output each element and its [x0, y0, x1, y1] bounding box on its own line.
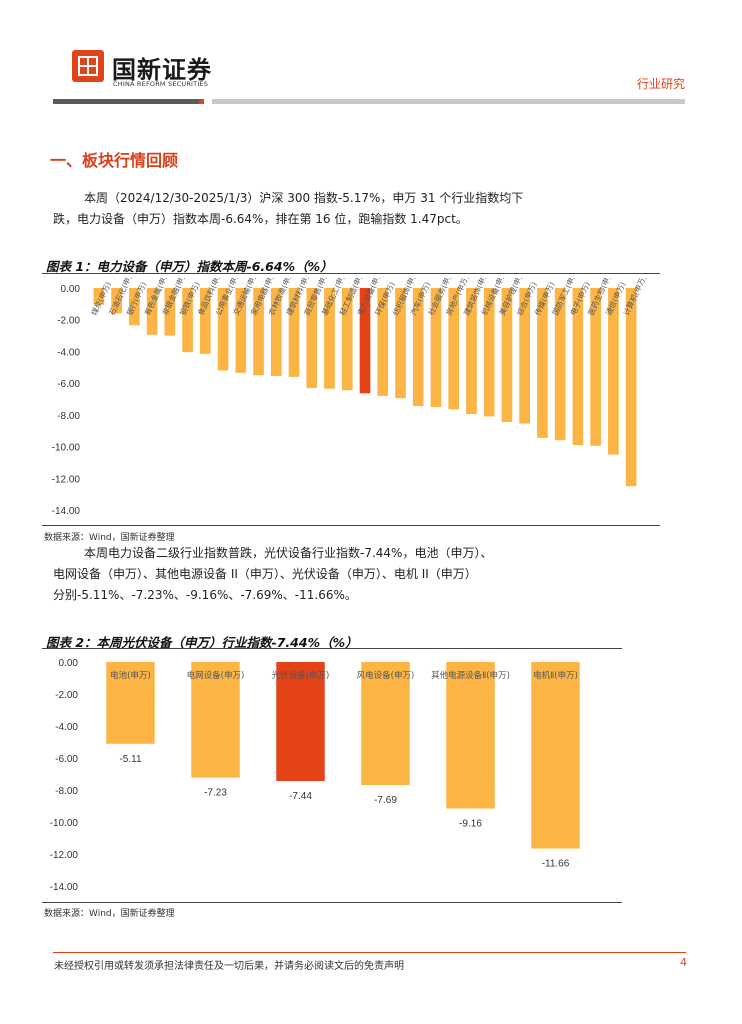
figure-2-bottom-rule [42, 902, 622, 903]
data-label: -9.16 [459, 819, 482, 830]
bar [446, 662, 495, 809]
bar [531, 662, 580, 849]
bar [200, 288, 211, 354]
y-tick-label: -10.00 [50, 818, 79, 829]
bar [93, 288, 105, 305]
y-tick-label: -12.00 [50, 850, 79, 861]
y-tick-label: -8.00 [55, 786, 78, 797]
paragraph-2-line-2: 电网设备（申万）、其他电源设备 II（申万）、光伏设备（申万）、电机 II（申万… [53, 567, 477, 581]
bar [182, 288, 193, 353]
paragraph-1-line-2: 跌，电力设备（申万）指数本周-6.64%，排在第 16 位，跑输指数 1.47p… [53, 212, 468, 226]
bar [288, 288, 300, 377]
bar [111, 288, 122, 314]
logo-english: CHINA REFORM SECURITIES [113, 80, 209, 88]
header-divider-accent [199, 99, 204, 104]
y-tick-label: -4.00 [55, 722, 78, 733]
page-number: 4 [680, 956, 687, 969]
logo-icon [72, 50, 104, 82]
bar [590, 288, 601, 446]
bar [361, 662, 410, 786]
bar [395, 288, 406, 399]
bar [359, 288, 371, 394]
bar [572, 288, 584, 445]
y-tick-label: -14.00 [50, 882, 79, 893]
y-tick-label: -6.00 [55, 754, 78, 765]
y-tick-label: -2.00 [57, 316, 80, 327]
bar [217, 288, 229, 371]
data-label: -7.69 [374, 795, 397, 806]
bar [191, 662, 240, 778]
bar [253, 288, 264, 376]
figure-2-source: 数据来源：Wind，国新证券整理 [44, 909, 175, 919]
bar [537, 288, 548, 438]
category-label: 电池(申万) [110, 670, 151, 681]
bar [324, 288, 335, 389]
category-label: 电机Ⅱ(申万) [533, 670, 578, 681]
y-tick-label: -8.00 [57, 411, 80, 422]
figure-1-bottom-rule [42, 525, 660, 526]
y-tick-label: -12.00 [52, 474, 81, 485]
bar [483, 288, 495, 417]
y-tick-label: -4.00 [57, 347, 80, 358]
bar [519, 288, 530, 424]
report-type-label: 行业研究 [637, 77, 686, 91]
data-label: -7.23 [204, 788, 227, 799]
figure-1-top-rule [42, 273, 660, 274]
bar [412, 288, 424, 407]
bar [501, 288, 513, 422]
bar [164, 288, 176, 336]
bar [608, 288, 619, 455]
header-divider-light [212, 99, 685, 104]
y-tick-label: 0.00 [61, 284, 81, 295]
sub-industry-bar-chart: 0.00 -2.00 -4.00 -6.00 -8.00 -10.00 -12.00 -14.… [50, 658, 580, 893]
bar [554, 288, 566, 441]
bar [129, 288, 140, 326]
data-label: -7.44 [289, 791, 312, 802]
paragraph-2-line-3: 分别-5.11%、-7.23%、-9.16%、-7.69%、-11.66%。 [53, 588, 357, 602]
bar [276, 662, 325, 782]
paragraph-1-line-1: 本周（2024/12/30-2025/1/3）沪深 300 指数-5.17%，申… [84, 191, 524, 205]
y-tick-label: -10.00 [52, 443, 81, 454]
bar [235, 288, 247, 373]
bar [377, 288, 389, 396]
category-label: 风电设备(申万) [357, 670, 415, 681]
category-label: 光伏设备(申万) [272, 670, 330, 681]
footer-rule [53, 952, 686, 953]
paragraph-2-line-1: 本周电力设备二级行业指数普跌，光伏设备行业指数-7.44%，电池（申万）、 [84, 546, 493, 560]
bar [306, 288, 318, 388]
industry-index-bar-chart: 0.00 -2.00 -4.00 -6.00 -8.00 -10.00 -12.00 -14.… [52, 278, 649, 517]
data-label: -5.11 [119, 754, 141, 765]
section-title: 一、板块行情回顾 [50, 151, 179, 170]
figure-2-title: 图表 2：本周光伏设备（申万）行业指数-7.44%（%） [46, 635, 358, 650]
category-label: 其他电源设备Ⅱ(申万) [431, 670, 510, 681]
bar [341, 288, 353, 391]
footer-disclaimer: 未经授权引用或转发须承担法律责任及一切后果，并请务必阅读文后的免责声明 [54, 961, 404, 972]
bar [466, 288, 477, 415]
figure-1-title: 图表 1：电力设备（申万）指数本周-6.64%（%） [46, 259, 333, 274]
y-tick-label: -6.00 [57, 379, 80, 390]
bar [106, 662, 155, 744]
y-tick-label: -14.00 [52, 506, 81, 517]
figure-1-source: 数据来源：Wind，国新证券整理 [44, 533, 175, 543]
data-label: -11.66 [542, 859, 570, 870]
y-tick-label: 0.00 [59, 658, 79, 669]
bar [146, 288, 158, 335]
bar [625, 288, 637, 487]
category-label: 电网设备(申万) [187, 670, 245, 681]
logo-name: 国新证券 [112, 56, 212, 84]
y-tick-label: -2.00 [55, 690, 78, 701]
header-divider [53, 99, 199, 104]
bar [448, 288, 460, 410]
bar [430, 288, 442, 407]
figure-2-top-rule [42, 648, 622, 649]
bar [270, 288, 282, 377]
